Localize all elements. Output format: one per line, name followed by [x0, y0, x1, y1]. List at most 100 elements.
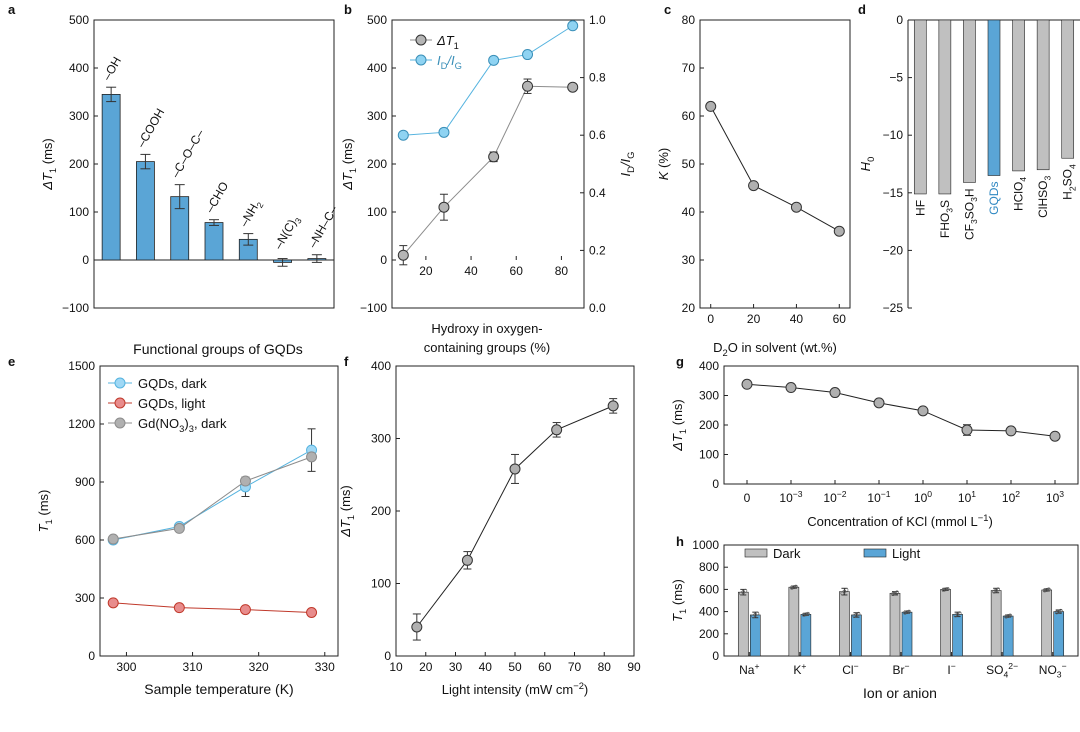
- category-label: –CHO: [202, 179, 231, 215]
- x-tick-label: 70: [568, 660, 582, 674]
- y2-tick-label: 0.2: [589, 243, 606, 257]
- x-tick-label: 101: [958, 489, 976, 505]
- bar: [136, 161, 155, 261]
- x-tick-label: 20: [419, 264, 433, 278]
- x-tick-label: 10−3: [779, 489, 802, 505]
- x-tick-label: 90: [627, 660, 641, 674]
- legend-label: GQDs, light: [138, 396, 206, 411]
- legend-label: Gd(NO3)3, dark: [138, 416, 227, 434]
- series-line: [416, 405, 614, 628]
- y-tick-label: −100: [360, 301, 387, 315]
- y-tick-label: 200: [699, 418, 719, 432]
- x-tick-label: 103: [1046, 489, 1064, 505]
- category-label: HClO4: [1012, 177, 1029, 211]
- legend-label: ID/IG: [437, 53, 462, 71]
- panel-label: f: [344, 354, 349, 369]
- x-tick-label: 300: [116, 660, 136, 674]
- replicate-point: [992, 589, 997, 594]
- replicate-point: [854, 613, 859, 617]
- x-axis-label: Functional groups of GQDs: [133, 341, 303, 357]
- data-point: [107, 597, 119, 609]
- replicate-point: [803, 612, 808, 617]
- replicate-point: [1054, 610, 1059, 615]
- category-label: –NH–C–: [305, 203, 340, 250]
- y-tick-label: 400: [367, 61, 387, 75]
- x-tick-label: 10−2: [823, 489, 846, 505]
- panel-label: a: [8, 2, 16, 17]
- x-tick-label: 80: [555, 264, 569, 278]
- legend-label: Light: [892, 546, 921, 561]
- data-point: [961, 424, 973, 436]
- panel-f: 0 100 200 300 400 10 20 30 40 50 60 70 80 90 ΔT1 (ms) L…: [338, 359, 641, 697]
- replicate-point: [996, 587, 1001, 592]
- plot-frame: [699, 19, 851, 309]
- y2-axis-label: ID/IG: [618, 152, 636, 177]
- y2-tick-label: 0.6: [589, 128, 606, 142]
- category-label: ClHSO3: [1036, 176, 1053, 218]
- category-label: –C–O–C–: [168, 127, 207, 180]
- replicate-point: [856, 611, 861, 616]
- bar: [800, 614, 812, 657]
- bar: [737, 591, 749, 657]
- bar: [851, 614, 862, 657]
- legend-marker: [415, 54, 427, 66]
- y-tick-label: 300: [367, 109, 387, 123]
- x-tick-label: 40: [464, 264, 478, 278]
- bar: [1012, 19, 1025, 172]
- data-point: [488, 151, 500, 163]
- data-point: [397, 249, 409, 261]
- category-label: –OH: [100, 54, 124, 82]
- replicate-point: [903, 610, 907, 615]
- x-tick-label: 60: [510, 264, 524, 278]
- data-point: [785, 382, 797, 394]
- category-label: HF: [913, 200, 927, 216]
- legend-label: ΔT1: [436, 33, 459, 51]
- y-tick-label: 20: [682, 301, 696, 315]
- panel-g: 0 100 200 300 400 0 10−3 10−2 10−1 100 101 102 103 ΔT…: [670, 359, 1079, 529]
- x-tick-label: 310: [183, 660, 203, 674]
- x-tick-label: 80: [598, 660, 612, 674]
- y-tick-label: 0: [896, 13, 903, 27]
- data-point: [829, 387, 841, 399]
- y-tick-label: 200: [367, 157, 387, 171]
- x-tick-label: 40: [479, 660, 493, 674]
- data-point: [438, 201, 450, 213]
- replicate-point: [801, 613, 806, 617]
- y-tick-label: 300: [69, 109, 89, 123]
- category-label: –N(C)3: [271, 213, 304, 253]
- replicate-point: [1058, 608, 1063, 613]
- y-axis-label: T1 (ms): [36, 490, 54, 533]
- replicate-point: [1044, 588, 1049, 592]
- bar: [839, 591, 850, 657]
- y-tick-label: 300: [699, 389, 719, 403]
- data-point: [306, 451, 318, 463]
- panel-label: b: [344, 2, 352, 17]
- y-tick-label: 0: [380, 253, 387, 267]
- x-tick-label: SO42−: [986, 661, 1018, 679]
- replicate-point: [1056, 609, 1061, 614]
- y-tick-label: 800: [699, 560, 719, 574]
- bar: [204, 222, 224, 261]
- y-tick-label: −10: [883, 128, 904, 142]
- x-tick-label: NO3−: [1039, 661, 1067, 679]
- x-axis-label: Sample temperature (K): [144, 681, 293, 697]
- y-tick-label: 600: [75, 533, 95, 547]
- data-point: [173, 522, 185, 534]
- x-tick-label: 20: [419, 660, 433, 674]
- plot-frame: [99, 365, 339, 657]
- y2-tick-label: 0.8: [589, 71, 606, 85]
- data-point: [306, 607, 318, 618]
- series-line: [402, 85, 573, 256]
- bar: [940, 589, 951, 657]
- bar: [1041, 589, 1053, 657]
- x-tick-label: 60: [538, 660, 552, 674]
- data-point: [438, 126, 450, 138]
- data-point: [705, 100, 717, 112]
- replicate-point: [852, 614, 857, 618]
- data-point: [411, 621, 423, 633]
- data-point: [173, 602, 185, 614]
- y-tick-label: 70: [682, 61, 696, 75]
- data-point: [461, 554, 473, 566]
- y-tick-label: 0: [82, 253, 89, 267]
